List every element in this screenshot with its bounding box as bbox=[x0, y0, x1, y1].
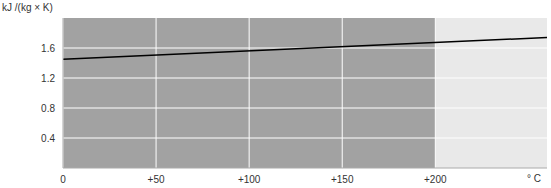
svg-text:1.6: 1.6 bbox=[41, 43, 55, 54]
svg-text:+200: +200 bbox=[424, 174, 447, 185]
svg-text:1.2: 1.2 bbox=[41, 73, 55, 84]
svg-text:0: 0 bbox=[60, 174, 66, 185]
svg-text:0.4: 0.4 bbox=[41, 133, 55, 144]
svg-text:+150: +150 bbox=[331, 174, 354, 185]
html-text:kJ /(kg × K): kJ /(kg × K) bbox=[2, 2, 53, 13]
html-text:° C: ° C bbox=[527, 173, 541, 184]
svg-text:+50: +50 bbox=[148, 174, 165, 185]
svg-text:0.8: 0.8 bbox=[41, 103, 55, 114]
svg-text:+100: +100 bbox=[238, 174, 261, 185]
